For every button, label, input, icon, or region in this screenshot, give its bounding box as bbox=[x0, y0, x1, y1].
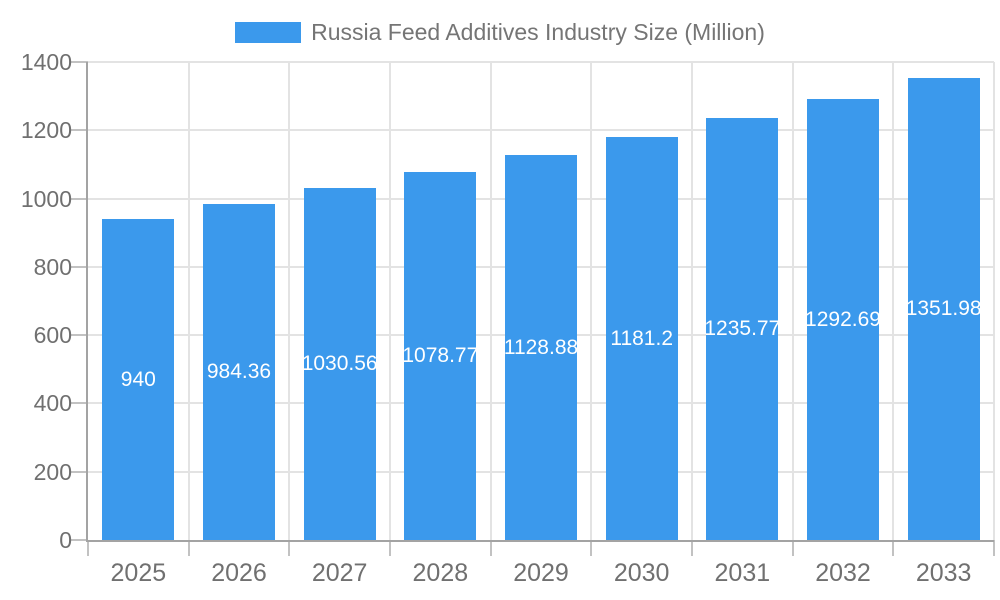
x-tick-label: 2026 bbox=[211, 559, 267, 587]
bar-value-label: 1292.69 bbox=[807, 307, 879, 331]
legend-label: Russia Feed Additives Industry Size (Mil… bbox=[311, 19, 765, 45]
y-axis-tick bbox=[70, 197, 88, 200]
y-axis-tick bbox=[70, 539, 88, 541]
x-tick-label: 2025 bbox=[110, 559, 167, 587]
legend-swatch-icon bbox=[235, 21, 302, 43]
bar-value-label: 1078.77 bbox=[404, 344, 477, 367]
x-tick-label: 2033 bbox=[915, 559, 972, 587]
bar-2026: 984.36 bbox=[203, 204, 275, 540]
x-axis-tick bbox=[590, 540, 593, 556]
bar-value-label: 1181.2 bbox=[610, 326, 673, 350]
x-axis-tick bbox=[791, 540, 794, 556]
y-tick-label: 200 bbox=[33, 458, 72, 485]
y-axis-tick bbox=[70, 470, 88, 473]
x-gridline bbox=[489, 62, 492, 540]
x-gridline bbox=[590, 62, 593, 540]
x-gridline bbox=[993, 62, 995, 540]
bar-2031: 1235.77 bbox=[706, 118, 779, 540]
x-tick-label: 2032 bbox=[815, 559, 871, 587]
x-tick-label: 2031 bbox=[714, 559, 771, 587]
x-axis-tick bbox=[187, 540, 190, 556]
bar-2029: 1128.88 bbox=[505, 155, 577, 540]
x-axis-tick bbox=[892, 540, 895, 556]
bar-2030: 1181.2 bbox=[605, 137, 678, 540]
x-gridline bbox=[288, 62, 291, 540]
bar-2028: 1078.77 bbox=[404, 172, 477, 540]
bar-value-label: 1235.77 bbox=[706, 317, 779, 340]
y-axis-line bbox=[86, 62, 88, 540]
x-gridline bbox=[791, 62, 794, 540]
y-axis-tick bbox=[70, 402, 88, 405]
x-axis-tick bbox=[993, 540, 995, 556]
plot-area: 940 984.36 1030.56 1078.77 1128.88 1181.2 1235… bbox=[88, 62, 994, 540]
y-gridline bbox=[88, 129, 994, 132]
x-axis-tick bbox=[489, 540, 492, 556]
y-tick-label: 1400 bbox=[20, 49, 72, 75]
bar-2027: 1030.56 bbox=[303, 188, 376, 540]
x-gridline bbox=[691, 62, 693, 540]
bar-value-label: 940 bbox=[120, 367, 156, 391]
bar-2032: 1292.69 bbox=[807, 99, 879, 540]
y-tick-label: 400 bbox=[33, 390, 72, 417]
bar-value-label: 1351.98 bbox=[907, 297, 980, 320]
bar-value-label: 1030.56 bbox=[303, 352, 376, 375]
bar-2033: 1351.98 bbox=[907, 78, 980, 540]
x-gridline bbox=[389, 62, 391, 540]
x-axis-tick bbox=[691, 540, 693, 556]
chart-legend[interactable]: Russia Feed Additives Industry Size (Mil… bbox=[0, 18, 1000, 46]
bar-value-label: 1128.88 bbox=[505, 335, 577, 359]
x-tick-label: 2030 bbox=[613, 559, 670, 587]
y-gridline bbox=[88, 61, 994, 63]
bar-value-label: 984.36 bbox=[206, 360, 272, 383]
x-gridline bbox=[187, 62, 190, 540]
y-tick-label: 1000 bbox=[20, 185, 72, 212]
y-axis-tick bbox=[70, 61, 88, 63]
x-axis-tick bbox=[87, 540, 89, 556]
y-tick-label: 0 bbox=[59, 527, 72, 553]
y-axis-tick bbox=[70, 129, 88, 132]
y-tick-label: 600 bbox=[33, 322, 72, 349]
y-axis-tick bbox=[70, 265, 88, 268]
y-tick-label: 800 bbox=[33, 253, 72, 280]
y-tick-label: 1200 bbox=[20, 117, 72, 144]
x-axis-tick bbox=[389, 540, 391, 556]
bar-2025: 940 bbox=[102, 219, 175, 540]
y-axis-tick bbox=[70, 334, 88, 337]
x-tick-label: 2029 bbox=[513, 559, 569, 587]
x-tick-label: 2027 bbox=[311, 559, 368, 587]
x-tick-label: 2028 bbox=[412, 559, 469, 587]
x-axis-line bbox=[86, 540, 994, 542]
x-axis-tick bbox=[288, 540, 291, 556]
x-gridline bbox=[892, 62, 895, 540]
